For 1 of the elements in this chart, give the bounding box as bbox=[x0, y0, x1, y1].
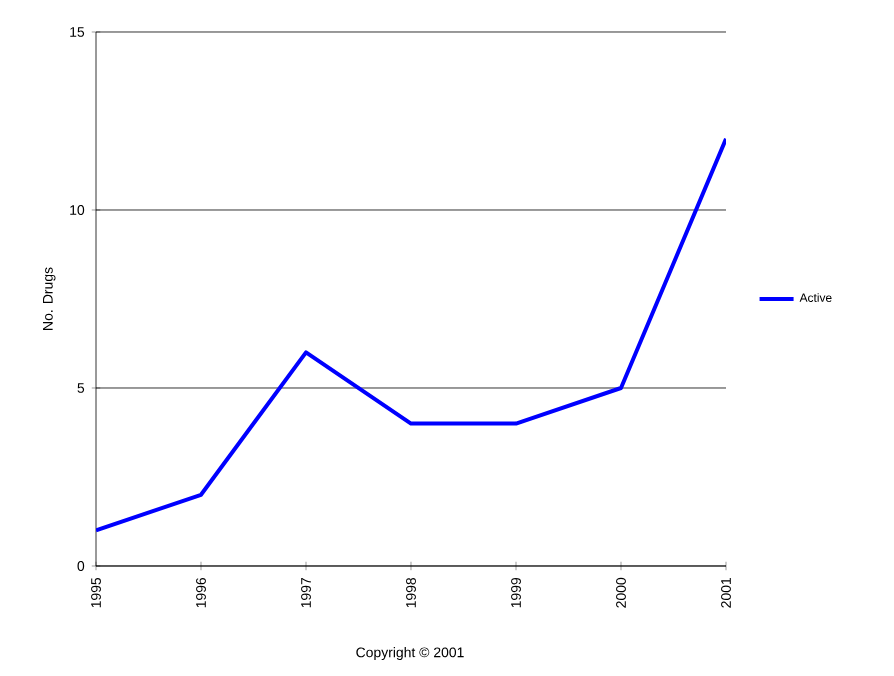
line-series bbox=[96, 136, 726, 533]
